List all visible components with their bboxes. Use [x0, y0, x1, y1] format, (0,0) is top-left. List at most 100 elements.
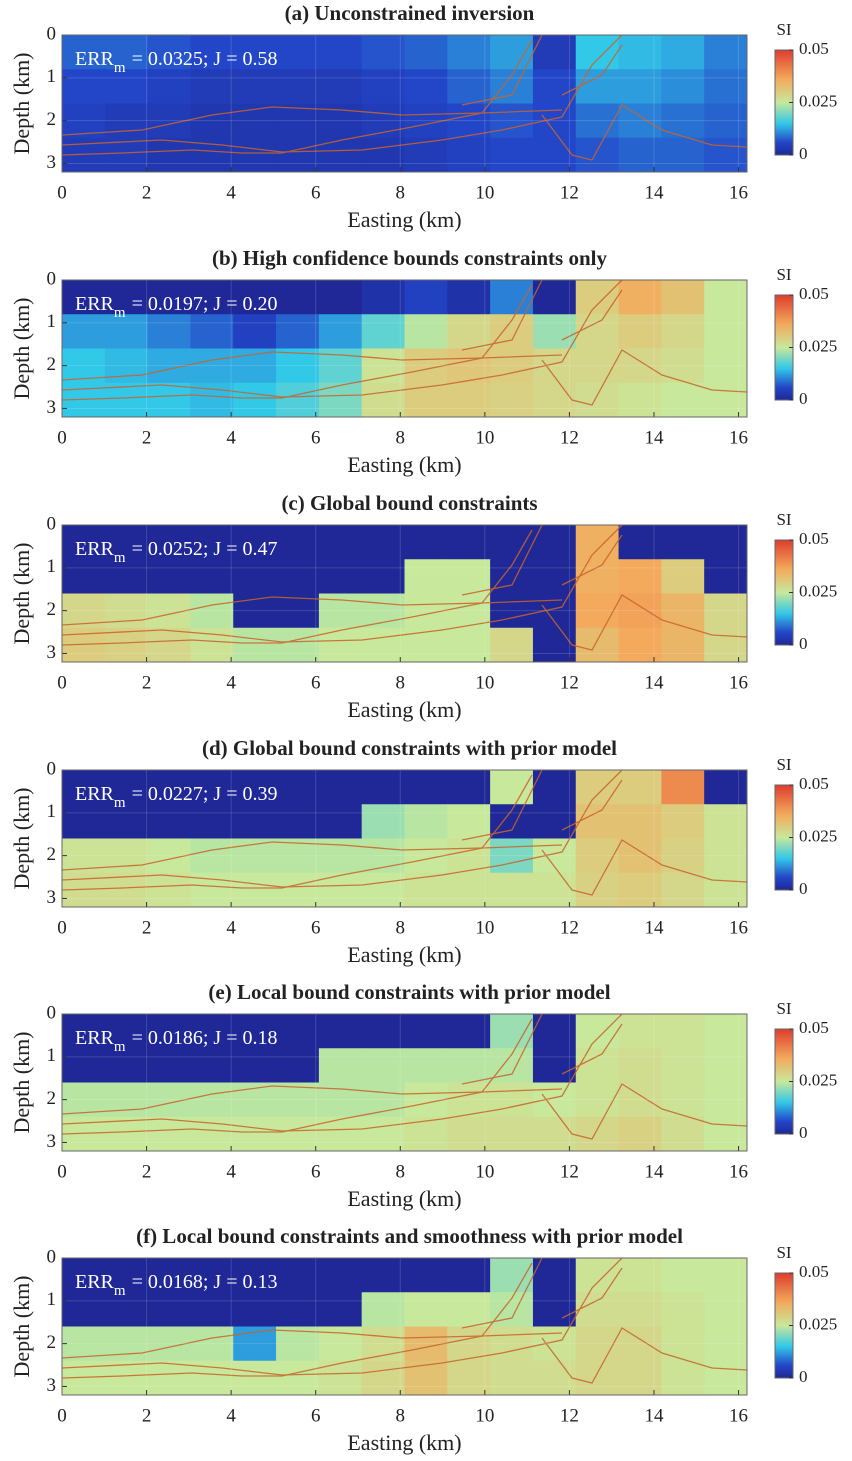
heatmap-cell — [661, 314, 705, 349]
y-tick-label: 0 — [47, 758, 57, 779]
x-tick-label: 6 — [311, 182, 321, 203]
x-tick-label: 2 — [142, 427, 152, 448]
heatmap-cell — [190, 1014, 234, 1049]
heatmap-cell — [490, 1258, 534, 1293]
heatmap-cell — [233, 1116, 277, 1152]
x-tick-label: 8 — [396, 182, 406, 203]
heatmap-cell — [704, 804, 748, 839]
heatmap-cell — [404, 627, 448, 663]
heatmap-cell — [575, 1116, 620, 1152]
heatmap-cell — [361, 804, 405, 839]
heatmap-cell — [404, 525, 448, 560]
panel-title: (d) Global bound constraints with prior … — [202, 736, 617, 760]
heatmap-cell — [147, 382, 191, 418]
heatmap-cell — [447, 1292, 491, 1327]
heatmap-cell — [104, 137, 149, 173]
y-tick-label: 3 — [47, 642, 57, 663]
panel-title: (e) Local bound constraints with prior m… — [208, 980, 610, 1004]
heatmap-cell — [704, 137, 748, 173]
heatmap-cell — [447, 872, 491, 908]
y-tick-label: 0 — [47, 1002, 57, 1023]
heatmap-cell — [704, 103, 748, 139]
heatmap-cell — [233, 1014, 277, 1049]
heatmap-cell — [404, 1014, 448, 1049]
y-tick-label: 3 — [47, 887, 57, 908]
heatmap-cell — [233, 314, 277, 349]
heatmap-cell — [532, 137, 577, 173]
plot-frame — [61, 1013, 748, 1152]
heatmap-cell — [190, 525, 234, 560]
heatmap-cell — [532, 69, 577, 104]
x-tick-label: 10 — [475, 672, 494, 693]
x-tick-label: 12 — [560, 672, 579, 693]
y-axis-label: Depth (km) — [9, 787, 34, 889]
heatmap-cell — [404, 280, 448, 315]
heatmap-cell — [318, 1258, 363, 1293]
heatmap-cell — [575, 69, 620, 104]
heatmap-cell — [661, 35, 705, 70]
heatmap-cell — [318, 35, 363, 70]
heatmap-cell — [575, 1292, 620, 1327]
x-axis-label: Easting (km) — [347, 1186, 461, 1211]
heatmap-cell — [276, 35, 320, 70]
panel-title: (c) Global bound constraints — [281, 491, 537, 515]
heatmap-cell — [276, 1116, 320, 1152]
heatmap-cell — [404, 137, 448, 173]
heatmap-cell — [190, 1292, 234, 1327]
heatmap-cell — [276, 804, 320, 839]
heatmap-cell — [532, 1360, 577, 1396]
x-tick-label: 14 — [644, 427, 664, 448]
y-tick-label: 2 — [47, 109, 57, 130]
heatmap-cell — [104, 69, 149, 104]
colorbar-tick-label: 0 — [799, 1367, 808, 1386]
heatmap-cell — [361, 1292, 405, 1327]
x-tick-label: 14 — [644, 182, 664, 203]
heatmap-cell — [318, 770, 363, 805]
heatmap-cell — [361, 137, 405, 173]
x-tick-label: 6 — [311, 672, 321, 693]
y-tick-label: 2 — [47, 599, 57, 620]
annotation-rest: = 0.0252; J = 0.47 — [132, 538, 278, 560]
heatmap-cell — [361, 559, 405, 594]
heatmap-cell — [233, 525, 277, 560]
heatmap-cell — [661, 1360, 705, 1396]
heatmap-cell — [618, 1082, 662, 1118]
colorbar-tick-label: 0.05 — [799, 529, 829, 548]
heatmap-cell — [661, 137, 705, 173]
x-tick-label: 16 — [729, 917, 748, 938]
heatmap-cell — [661, 1258, 705, 1293]
heatmap-cell — [618, 103, 662, 139]
heatmap-cell — [618, 348, 662, 384]
plot-frame — [61, 34, 748, 173]
x-tick-label: 12 — [560, 917, 579, 938]
y-tick-label: 0 — [47, 23, 57, 44]
heatmap-cell — [490, 770, 534, 805]
x-axis-label: Easting (km) — [347, 207, 461, 232]
heatmap-cell — [661, 1116, 705, 1152]
heatmap-cell — [618, 1048, 662, 1083]
y-axis-label: Depth (km) — [9, 52, 34, 154]
x-tick-label: 10 — [475, 1405, 494, 1426]
heatmap-cell — [575, 348, 620, 384]
heatmap-cell — [190, 770, 234, 805]
heatmap-cell — [618, 627, 662, 663]
heatmap-cell — [575, 559, 620, 594]
colorbar-tick-label: 0 — [799, 1123, 808, 1142]
x-tick-label: 16 — [729, 672, 748, 693]
heatmap-cell — [318, 525, 363, 560]
heatmap-cell — [618, 1360, 662, 1396]
x-tick-label: 16 — [729, 427, 748, 448]
y-tick-label: 1 — [47, 556, 57, 577]
heatmap-cell — [704, 838, 748, 874]
colorbar-tick-label: 0.025 — [799, 1070, 837, 1089]
heatmap-cell — [276, 1014, 320, 1049]
heatmap-cell — [104, 872, 149, 908]
x-tick-label: 12 — [560, 1161, 579, 1182]
annotation-main: ERR — [75, 783, 115, 805]
heatmap-cell — [318, 1048, 363, 1083]
heatmap-cell — [190, 69, 234, 104]
heatmap-cell — [532, 1258, 577, 1293]
heatmap-cell — [661, 559, 705, 594]
heatmap-cell — [575, 1014, 620, 1049]
